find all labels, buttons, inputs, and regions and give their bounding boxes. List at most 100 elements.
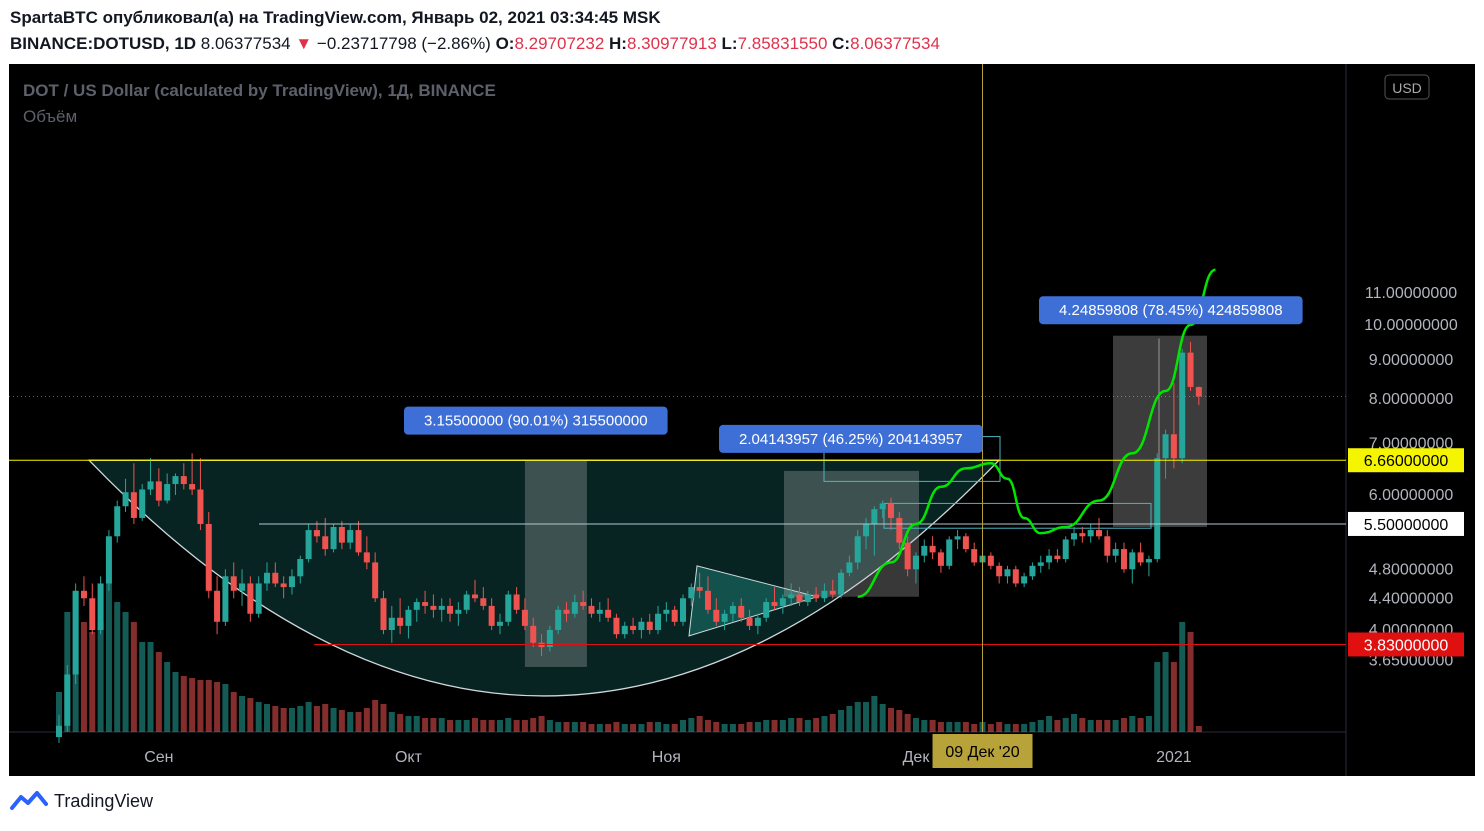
candle-body <box>638 621 645 630</box>
volume-bar <box>971 724 978 732</box>
volume-bar <box>405 716 412 732</box>
candle-body <box>347 530 354 543</box>
candle-body <box>239 583 246 591</box>
volume-bar <box>996 722 1003 732</box>
candle-body <box>763 602 770 618</box>
candle-body <box>413 602 420 610</box>
volume-bar <box>946 722 953 732</box>
x-tick-label: Окт <box>395 749 423 766</box>
volume-bar <box>1021 724 1028 732</box>
candle-body <box>472 594 478 599</box>
candle-body <box>621 625 628 635</box>
candle-body <box>821 590 828 599</box>
candle-body <box>646 621 653 630</box>
volume-bar <box>588 724 595 732</box>
crosshair-date-badge: 09 Дек '20 <box>932 734 1033 768</box>
candle-body <box>496 621 503 626</box>
volume-bar <box>1195 726 1202 732</box>
volume-bar <box>630 724 637 732</box>
price-badge-yellow: 6.66000000 <box>1348 448 1464 473</box>
volume-bar <box>838 710 845 732</box>
candle-body <box>779 598 786 606</box>
currency-button[interactable] <box>1384 74 1430 100</box>
candle-body <box>954 536 961 540</box>
volume-bar <box>56 692 62 732</box>
y-tick-label: 4.80000000 <box>1369 561 1454 578</box>
volume-bar <box>796 718 803 732</box>
candle-body <box>422 602 429 606</box>
candle-body <box>771 602 778 606</box>
volume-bar <box>155 652 162 732</box>
price-badge-red: 3.83000000 <box>1348 632 1464 657</box>
volume-bar <box>779 720 786 732</box>
volume-bar <box>105 582 112 732</box>
candle-body <box>1187 352 1194 387</box>
candle-body <box>838 572 845 595</box>
volume-bar <box>122 612 129 732</box>
candle-body <box>804 594 811 603</box>
candle-body <box>189 484 196 490</box>
legend-title: DOT / US Dollar (calculated by TradingVi… <box>23 81 496 100</box>
symbol-interval: BINANCE:DOTUSD, 1D <box>10 34 197 53</box>
volume-bar <box>696 716 703 732</box>
candle-body <box>363 552 370 563</box>
publish-info: SpartaBTC опубликовал(а) на TradingView.… <box>10 8 661 28</box>
candle-body <box>205 523 212 591</box>
open-value: 8.29707232 <box>514 34 605 53</box>
measure-label-box-2 <box>719 424 983 453</box>
volume-bar <box>738 724 745 732</box>
volume-bar <box>962 722 969 732</box>
high-value: 8.30977913 <box>626 34 717 53</box>
candle-body <box>488 605 495 626</box>
volume-bar <box>530 718 537 732</box>
candle-body <box>147 481 154 490</box>
volume-bar <box>1079 718 1086 732</box>
candle-body <box>613 617 620 635</box>
price-badge-text: 6.66000000 <box>1364 453 1449 470</box>
publisher: SpartaBTC опубликовал(а) на TradingView.… <box>10 8 661 27</box>
chart-panel[interactable]: 3.15500000 (90.01%) 315500000 2.04143957 … <box>9 64 1475 776</box>
candle-body <box>888 503 894 518</box>
candle-body <box>580 602 587 606</box>
volume-bar <box>912 718 919 732</box>
volume-bar <box>1096 720 1102 732</box>
candle-body <box>372 562 379 599</box>
candle-body <box>230 576 237 591</box>
volume-bar <box>663 724 670 732</box>
candle-body <box>946 539 953 566</box>
volume-bar <box>680 720 686 732</box>
measure-label-box-1 <box>404 406 668 435</box>
volume-bar <box>463 720 470 732</box>
y-tick-label: 11.00000000 <box>1365 285 1457 302</box>
volume-bar <box>1162 652 1169 732</box>
y-tick-label: 4.40000000 <box>1369 590 1454 607</box>
candle-body <box>1137 552 1144 563</box>
high-label: H: <box>609 34 627 53</box>
candle-body <box>305 530 312 560</box>
volume-bar <box>863 702 870 732</box>
volume-bar <box>197 680 204 732</box>
volume-bar <box>322 704 329 732</box>
candle-body <box>854 536 861 563</box>
volume-bar <box>854 702 861 732</box>
volume-bar <box>821 716 828 732</box>
candle-body <box>879 503 886 510</box>
candle-body <box>605 609 612 618</box>
candle-body <box>222 576 229 622</box>
volume-bar <box>89 632 96 732</box>
measure-label-text-2: 2.04143957 (46.25%) 204143957 <box>739 431 963 448</box>
volume-bar <box>1145 716 1152 732</box>
volume-bar <box>688 718 695 732</box>
volume-bar <box>580 722 587 732</box>
price-chart[interactable]: 3.15500000 (90.01%) 315500000 2.04143957 … <box>9 64 1475 776</box>
candle-body <box>937 552 944 566</box>
candle-body <box>987 555 994 566</box>
measure-label-1: 3.15500000 (90.01%) 315500000 <box>404 406 668 435</box>
volume-bar <box>713 722 720 732</box>
measure-label-box-3 <box>1039 296 1303 325</box>
candle-body <box>1112 549 1119 556</box>
volume-bar <box>896 710 903 732</box>
volume-bar <box>646 722 653 732</box>
volume-bar <box>297 706 304 732</box>
crosshair-date-text: 09 Дек '20 <box>945 744 1019 761</box>
